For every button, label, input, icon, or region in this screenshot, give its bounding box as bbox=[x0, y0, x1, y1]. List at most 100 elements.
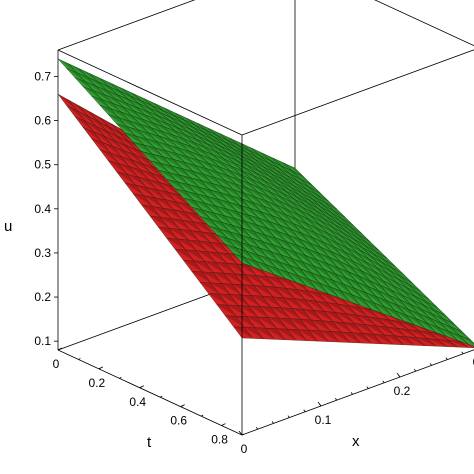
surface-patch-shade bbox=[324, 269, 344, 285]
surface-patch-shade bbox=[190, 230, 210, 243]
surface-patch-shade bbox=[361, 271, 381, 286]
surface-patch-shade bbox=[142, 119, 163, 132]
surface-patch-shade bbox=[309, 219, 329, 234]
surface-patch-shade bbox=[126, 145, 146, 159]
surface-patch-shade bbox=[261, 211, 281, 226]
surface-patch-shade bbox=[354, 239, 374, 254]
surface-patch-shade bbox=[85, 121, 105, 137]
surface-patch-shade bbox=[365, 324, 385, 336]
surface-patch-shade bbox=[203, 174, 223, 187]
surface-patch-shade bbox=[123, 107, 143, 120]
z-tick-label: 0.5 bbox=[34, 158, 51, 172]
surface-patch-shade bbox=[296, 218, 316, 233]
surface-patch-shade bbox=[175, 188, 195, 201]
surface-patch-shade bbox=[334, 211, 354, 226]
surface-patch-shade bbox=[269, 221, 289, 236]
surface-patch-shade bbox=[275, 238, 295, 252]
surface-patch-shade bbox=[221, 162, 241, 175]
surface-patch-shade bbox=[77, 110, 97, 127]
surface-patch-shade bbox=[317, 228, 337, 243]
surface-patch-shade bbox=[355, 257, 375, 272]
surface-patch-shade bbox=[165, 150, 185, 163]
surface-patch-shade bbox=[354, 288, 374, 303]
surface-patch-shade bbox=[183, 138, 203, 151]
surface-patch-shade bbox=[346, 313, 366, 325]
surface-patch-shade bbox=[306, 189, 327, 204]
surface-patch-shade bbox=[408, 309, 428, 324]
surface-patch-shade bbox=[287, 272, 307, 287]
surface-patch-shade bbox=[226, 155, 246, 169]
z-axis-label: u bbox=[4, 218, 12, 235]
surface-patch-shade bbox=[58, 94, 78, 111]
surface-patch-shade bbox=[213, 154, 233, 167]
surface-patch-shade bbox=[215, 151, 236, 164]
surface-patch-shade bbox=[354, 323, 374, 335]
surface-patch-shade bbox=[107, 90, 127, 103]
surface-patch-shade bbox=[410, 304, 430, 319]
surface-patch-shade bbox=[270, 251, 290, 266]
surface-patch-shade bbox=[250, 163, 270, 177]
surface-patch-shade bbox=[318, 253, 338, 268]
surface-patch-shade bbox=[251, 148, 272, 161]
surface-patch-shade bbox=[231, 195, 251, 209]
surface-patch-shade bbox=[171, 218, 191, 231]
surface-patch-shade bbox=[328, 233, 348, 248]
surface-patch-shade bbox=[144, 195, 164, 209]
surface-patch-shade bbox=[252, 202, 273, 216]
surface-patch-shade bbox=[415, 296, 435, 311]
surface-patch-shade bbox=[196, 193, 216, 207]
surface-patch-shade bbox=[178, 148, 198, 160]
surface-patch-shade bbox=[83, 127, 103, 143]
surface-patch-shade bbox=[131, 96, 151, 109]
surface-patch-shade bbox=[376, 296, 396, 311]
surface-patch-shade bbox=[262, 183, 282, 198]
surface-patch-shade bbox=[85, 81, 105, 95]
surface-patch-shade bbox=[246, 187, 267, 201]
surface-patch-shade bbox=[240, 295, 260, 307]
surface-patch-shade bbox=[218, 252, 238, 265]
surface-patch-shade bbox=[426, 301, 446, 316]
surface-patch-shade bbox=[135, 135, 155, 148]
surface-patch-shade bbox=[389, 295, 409, 310]
surface-patch-shade bbox=[233, 253, 253, 267]
surface-patch-shade bbox=[254, 285, 274, 297]
surface-patch-shade bbox=[169, 228, 189, 241]
surface-patch-shade bbox=[160, 112, 181, 125]
surface-patch-shade bbox=[132, 160, 152, 174]
surface-patch-shade bbox=[418, 293, 438, 308]
surface-patch-shade bbox=[115, 98, 135, 112]
surface-patch-shade bbox=[152, 154, 172, 166]
x-minor-tick bbox=[366, 386, 369, 389]
surface-patch-shade bbox=[251, 238, 271, 252]
surface-patch-shade bbox=[336, 242, 356, 258]
surface-patch-shade bbox=[331, 251, 351, 267]
surface-patch-shade bbox=[87, 77, 108, 91]
surface-patch-shade bbox=[194, 260, 214, 273]
surface-patch-shade bbox=[230, 170, 250, 184]
surface-patch-shade bbox=[288, 279, 308, 292]
surface-patch-shade bbox=[402, 295, 422, 310]
z-tick-label: 0.1 bbox=[34, 334, 51, 348]
surface-patch-shade bbox=[290, 173, 310, 188]
surface-patch-shade bbox=[116, 123, 136, 136]
t-tick-label: 0.8 bbox=[211, 433, 228, 447]
surface-patch-shade bbox=[170, 139, 190, 152]
surface-patch-shade bbox=[147, 111, 167, 124]
surface-patch-shade bbox=[359, 235, 379, 250]
front-edges bbox=[241, 49, 474, 436]
surface-patch-shade bbox=[142, 163, 163, 177]
surface-patch-shade bbox=[199, 136, 219, 149]
z-tick-label: 0.6 bbox=[34, 114, 51, 128]
surface-patch-shade bbox=[201, 231, 221, 244]
surface-patch-shade bbox=[245, 221, 265, 235]
surface-patch-shade bbox=[74, 116, 94, 132]
surface-patch-shade bbox=[313, 265, 333, 281]
surface-patch-shade bbox=[264, 234, 284, 249]
surface-patch-shade bbox=[325, 237, 346, 252]
surface-patch-shade bbox=[244, 193, 264, 207]
surface-patch-shade bbox=[179, 175, 200, 188]
surface-patch-shade bbox=[177, 181, 197, 194]
surface-patch-shade bbox=[249, 244, 269, 259]
surface-patch-shade bbox=[207, 143, 227, 156]
surface-patch-shade bbox=[216, 235, 237, 248]
